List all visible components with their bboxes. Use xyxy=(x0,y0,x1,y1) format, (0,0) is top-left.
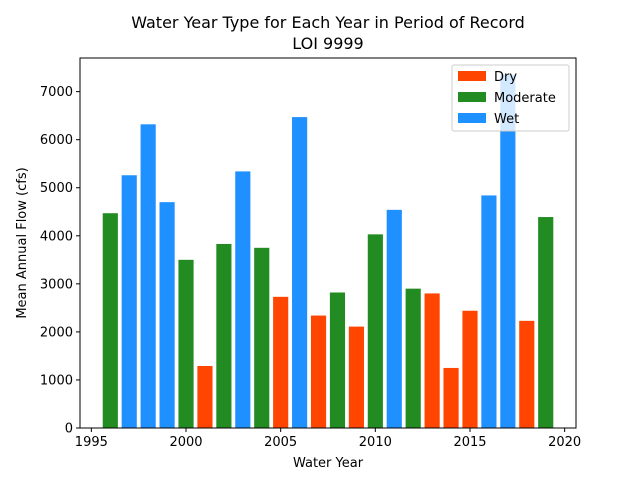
legend-swatch-wet xyxy=(458,113,486,123)
x-tick-label: 2020 xyxy=(548,435,581,450)
x-tick-label: 1995 xyxy=(75,435,108,450)
bar-1997 xyxy=(121,175,137,428)
bar-2000 xyxy=(178,259,194,428)
bar-2007 xyxy=(310,315,327,428)
x-tick-label: 2010 xyxy=(359,435,392,450)
bar-2013 xyxy=(424,293,440,428)
x-tick-label: 2015 xyxy=(453,435,486,450)
x-axis-label: Water Year xyxy=(293,456,364,471)
y-tick-label: 2000 xyxy=(40,325,73,340)
legend: Dry Moderate Wet xyxy=(451,64,570,132)
bar-2006 xyxy=(292,117,308,428)
bar-2011 xyxy=(386,209,402,428)
legend-label-wet: Wet xyxy=(494,112,519,127)
y-tick-label: 7000 xyxy=(40,85,73,100)
bar-2010 xyxy=(367,234,383,428)
bar-1999 xyxy=(159,202,175,428)
bar-2003 xyxy=(235,171,251,428)
chart-subtitle: LOI 9999 xyxy=(292,34,363,53)
bar-2012 xyxy=(405,288,421,428)
plot-frame xyxy=(79,57,577,429)
y-axis-ticks: 0 1000 2000 3000 4000 5000 6000 7000 xyxy=(40,85,80,437)
legend-swatch-dry xyxy=(458,71,486,81)
x-axis-ticks: 1995 2000 2005 2010 2015 2020 xyxy=(75,428,581,450)
legend-label-dry: Dry xyxy=(494,70,517,85)
bar-2014 xyxy=(443,367,459,428)
bar-2017 xyxy=(500,74,516,428)
bar-2001 xyxy=(197,366,213,428)
bar-2015 xyxy=(462,310,478,428)
bar-1998 xyxy=(140,124,156,428)
y-tick-label: 6000 xyxy=(40,133,73,148)
chart-title: Water Year Type for Each Year in Period … xyxy=(131,13,525,32)
legend-swatch-moderate xyxy=(458,92,486,102)
legend-label-moderate: Moderate xyxy=(494,91,556,106)
bar-2004 xyxy=(254,247,270,428)
y-tick-label: 0 xyxy=(65,422,73,437)
bar-2019 xyxy=(538,217,554,428)
y-tick-label: 1000 xyxy=(40,373,73,388)
y-axis-label: Mean Annual Flow (cfs) xyxy=(15,167,30,318)
y-tick-label: 5000 xyxy=(40,181,73,196)
bar-2018 xyxy=(519,320,535,428)
x-tick-label: 2005 xyxy=(264,435,297,450)
y-tick-label: 4000 xyxy=(40,229,73,244)
bar-2009 xyxy=(348,326,364,428)
bar-1996 xyxy=(102,213,118,428)
bars-group xyxy=(102,74,554,428)
x-tick-label: 2000 xyxy=(169,435,202,450)
y-tick-label: 3000 xyxy=(40,277,73,292)
bar-2016 xyxy=(481,195,497,428)
bar-2008 xyxy=(329,292,346,428)
bar-2002 xyxy=(216,243,232,428)
bar-2005 xyxy=(273,296,289,428)
